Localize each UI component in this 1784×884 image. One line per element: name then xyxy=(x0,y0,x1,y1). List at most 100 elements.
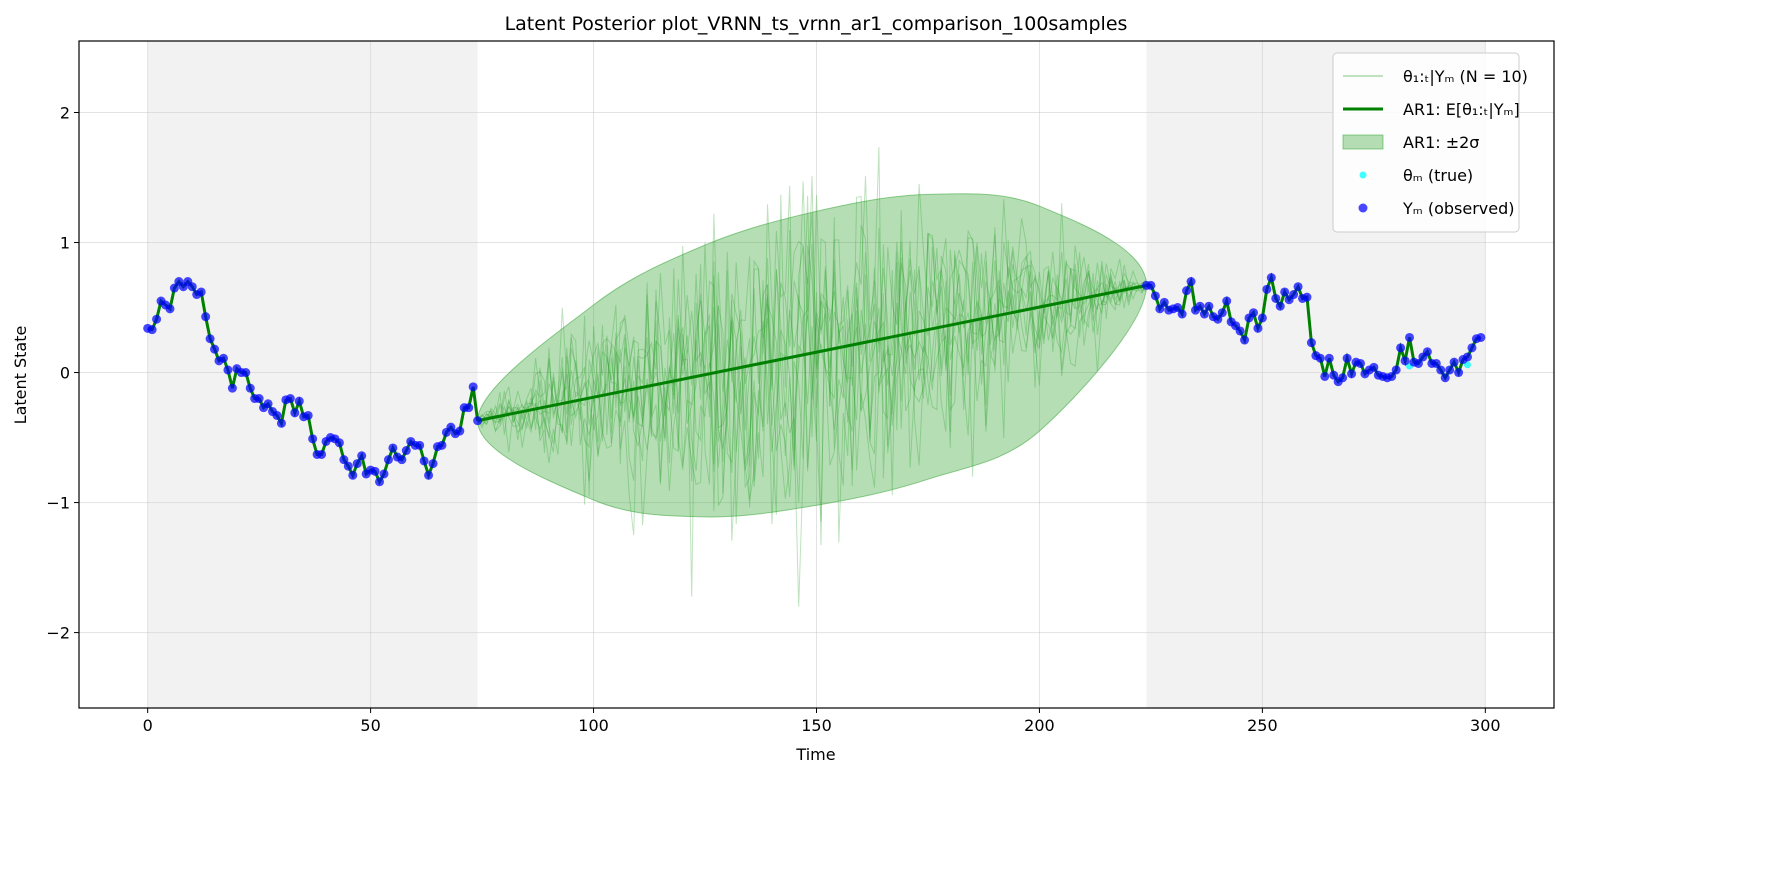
observed-point xyxy=(245,383,255,393)
observed-point xyxy=(1248,308,1258,318)
observed-point xyxy=(1186,277,1196,287)
posterior-sample-line xyxy=(477,204,1147,546)
y-tick-label: −1 xyxy=(46,494,70,513)
observed-point xyxy=(187,282,197,292)
posterior-sample-line xyxy=(477,203,1147,506)
posterior-sample-line xyxy=(477,213,1147,501)
x-tick-label: 150 xyxy=(801,716,832,735)
observed-point xyxy=(473,416,483,426)
x-tick-label: 0 xyxy=(143,716,153,735)
observed-point xyxy=(1280,287,1290,297)
observed-point xyxy=(428,459,438,469)
observed-point xyxy=(276,418,286,428)
observed-point xyxy=(169,283,179,293)
observed-point xyxy=(1302,292,1312,302)
x-tick-label: 250 xyxy=(1247,716,1278,735)
observed-point xyxy=(1338,373,1348,383)
observed-point xyxy=(1306,338,1316,348)
observed-point xyxy=(455,426,465,436)
observed-point xyxy=(223,365,233,375)
observed-point xyxy=(1315,353,1325,363)
observed-point xyxy=(1262,284,1272,294)
y-tick-label: 1 xyxy=(60,234,70,253)
observed-point xyxy=(1436,365,1446,375)
observed-point xyxy=(1400,356,1410,366)
observed-point xyxy=(1213,314,1223,324)
x-tick-label: 50 xyxy=(360,716,380,735)
observed-point xyxy=(1271,293,1281,303)
posterior-sample-line xyxy=(477,195,1147,488)
posterior-sample-line xyxy=(477,194,1147,543)
observed-point xyxy=(294,396,304,406)
observed-point xyxy=(1182,286,1192,296)
observed-point xyxy=(241,368,251,378)
observed-point xyxy=(1467,343,1477,353)
observed-point xyxy=(1369,362,1379,372)
observed-point xyxy=(1347,369,1357,379)
observed-point xyxy=(285,394,295,404)
observed-point xyxy=(1240,335,1250,345)
legend-swatch-band xyxy=(1342,134,1384,150)
observed-point xyxy=(375,477,385,487)
legend-swatch-true xyxy=(1359,171,1367,179)
observed-point xyxy=(1235,326,1245,336)
observed-point xyxy=(1422,347,1432,357)
observed-point xyxy=(339,455,349,465)
posterior-sample-line xyxy=(477,185,1147,607)
observed-point xyxy=(152,314,162,324)
ar1-mean-line-missing xyxy=(477,283,1147,423)
observed-point xyxy=(165,304,175,314)
observed-point xyxy=(1159,297,1169,307)
observed-point xyxy=(1476,332,1486,342)
observed-point xyxy=(272,410,282,420)
y-tick-label: −2 xyxy=(46,624,70,643)
observed-point xyxy=(210,344,220,354)
observed-point xyxy=(1462,352,1472,362)
observed-point xyxy=(446,422,456,432)
posterior-sample-line xyxy=(477,147,1147,597)
y-axis-label: Latent State xyxy=(11,326,30,425)
observed-point xyxy=(201,312,211,322)
legend-label: AR1: ±2σ xyxy=(1403,133,1479,152)
observed-point xyxy=(415,440,425,450)
posterior-sample-line xyxy=(477,224,1147,526)
observed-point xyxy=(1275,301,1285,311)
x-tick-label: 100 xyxy=(578,716,609,735)
observed-point xyxy=(397,455,407,465)
observed-point xyxy=(388,443,398,453)
observed-point xyxy=(1217,308,1227,318)
observed-point xyxy=(147,325,157,335)
observed-point xyxy=(357,451,367,461)
observed-point xyxy=(1195,301,1205,311)
observed-point xyxy=(352,459,362,469)
observed-point xyxy=(1342,353,1352,363)
observed-point xyxy=(1199,309,1209,319)
observed-point xyxy=(1222,296,1232,306)
observed-point xyxy=(1387,371,1397,381)
observed-point xyxy=(1329,370,1339,380)
posterior-sample-line xyxy=(477,181,1147,525)
observed-point xyxy=(263,399,273,409)
observed-point xyxy=(334,438,344,448)
observed-point xyxy=(1355,358,1365,368)
observed-point xyxy=(468,382,478,392)
observed-point xyxy=(1431,358,1441,368)
observed-point xyxy=(1320,371,1330,381)
observed-point xyxy=(1204,301,1214,311)
observed-point xyxy=(317,449,327,459)
legend-label: Yₘ (observed) xyxy=(1402,199,1514,218)
observed-point xyxy=(370,466,380,476)
observed-point xyxy=(383,455,393,465)
observed-point xyxy=(196,287,206,297)
x-tick-label: 200 xyxy=(1024,716,1055,735)
grid xyxy=(79,41,1554,708)
observed-point xyxy=(1155,304,1165,314)
observed-point xyxy=(254,394,264,404)
observed-point xyxy=(1177,309,1187,319)
observed-point xyxy=(464,403,474,413)
observed-point xyxy=(1253,323,1263,333)
observed-point xyxy=(1413,358,1423,368)
x-axis-label: Time xyxy=(795,745,835,764)
observed-point xyxy=(1454,368,1464,378)
